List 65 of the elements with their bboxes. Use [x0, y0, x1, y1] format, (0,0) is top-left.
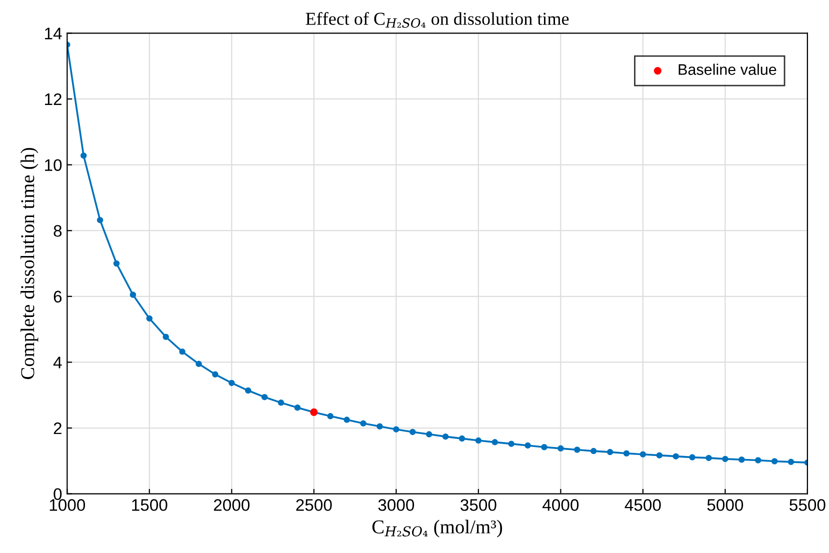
x-axis-title: C$_{H₂SO₄}$ (mol/m³) — [372, 520, 502, 538]
x-tick-label: 2500 — [296, 499, 332, 511]
y-tick-label: 6 — [54, 290, 62, 303]
point — [179, 348, 186, 355]
point — [409, 428, 416, 436]
point — [738, 456, 745, 463]
point — [80, 152, 87, 159]
y-tick-label: 12 — [45, 93, 62, 106]
point — [212, 371, 218, 378]
x-tick-label: 3500 — [460, 499, 496, 511]
y-tick-label: 10 — [45, 159, 62, 171]
point — [244, 387, 252, 394]
point — [130, 292, 136, 298]
point — [261, 394, 268, 400]
x-tick-label: 5500 — [790, 499, 826, 511]
x-tick-label: 3000 — [378, 499, 414, 511]
point — [344, 416, 350, 423]
point — [623, 450, 630, 456]
point — [541, 444, 548, 450]
x-tick-label: 4000 — [542, 499, 579, 511]
x-tick-label: 5000 — [707, 499, 744, 511]
point — [508, 440, 514, 447]
point — [606, 448, 614, 456]
point — [771, 458, 778, 464]
point — [706, 454, 712, 462]
point — [96, 216, 104, 224]
point — [524, 442, 531, 449]
y-tick-label: 14 — [45, 28, 62, 40]
point — [228, 380, 235, 386]
point — [294, 404, 301, 411]
legend-label: Baseline value — [678, 64, 776, 75]
point — [327, 413, 334, 420]
point — [722, 456, 728, 462]
x-tick-label: 1000 — [50, 499, 86, 511]
point — [656, 452, 663, 458]
point — [558, 445, 564, 452]
point — [574, 446, 580, 453]
y-tick-label: 2 — [54, 422, 62, 434]
point — [640, 451, 646, 458]
point — [590, 448, 597, 454]
y-tick-label: 8 — [54, 225, 62, 237]
point — [113, 260, 120, 267]
point — [458, 435, 466, 442]
point — [492, 439, 498, 446]
point — [426, 431, 432, 438]
point — [162, 334, 169, 340]
chart-title: Effect of C$_{H₂SO₄}$ on dissolution time — [306, 12, 569, 28]
point — [393, 426, 400, 432]
point — [788, 458, 794, 466]
point — [376, 423, 383, 430]
y-tick-label: 4 — [53, 356, 62, 368]
point — [360, 420, 366, 427]
point — [689, 454, 696, 460]
point — [196, 360, 202, 367]
point — [442, 433, 449, 440]
point — [475, 437, 482, 444]
point — [146, 315, 153, 322]
x-tick-label: 4500 — [624, 499, 661, 511]
point — [754, 457, 762, 464]
y-axis-title: Complete dissolution time (h) — [20, 148, 38, 380]
x-tick-label: 1500 — [132, 499, 168, 511]
point — [278, 400, 284, 406]
point — [672, 453, 679, 460]
y-tick-label: 0 — [54, 488, 62, 500]
x-tick-label: 2000 — [214, 499, 250, 511]
